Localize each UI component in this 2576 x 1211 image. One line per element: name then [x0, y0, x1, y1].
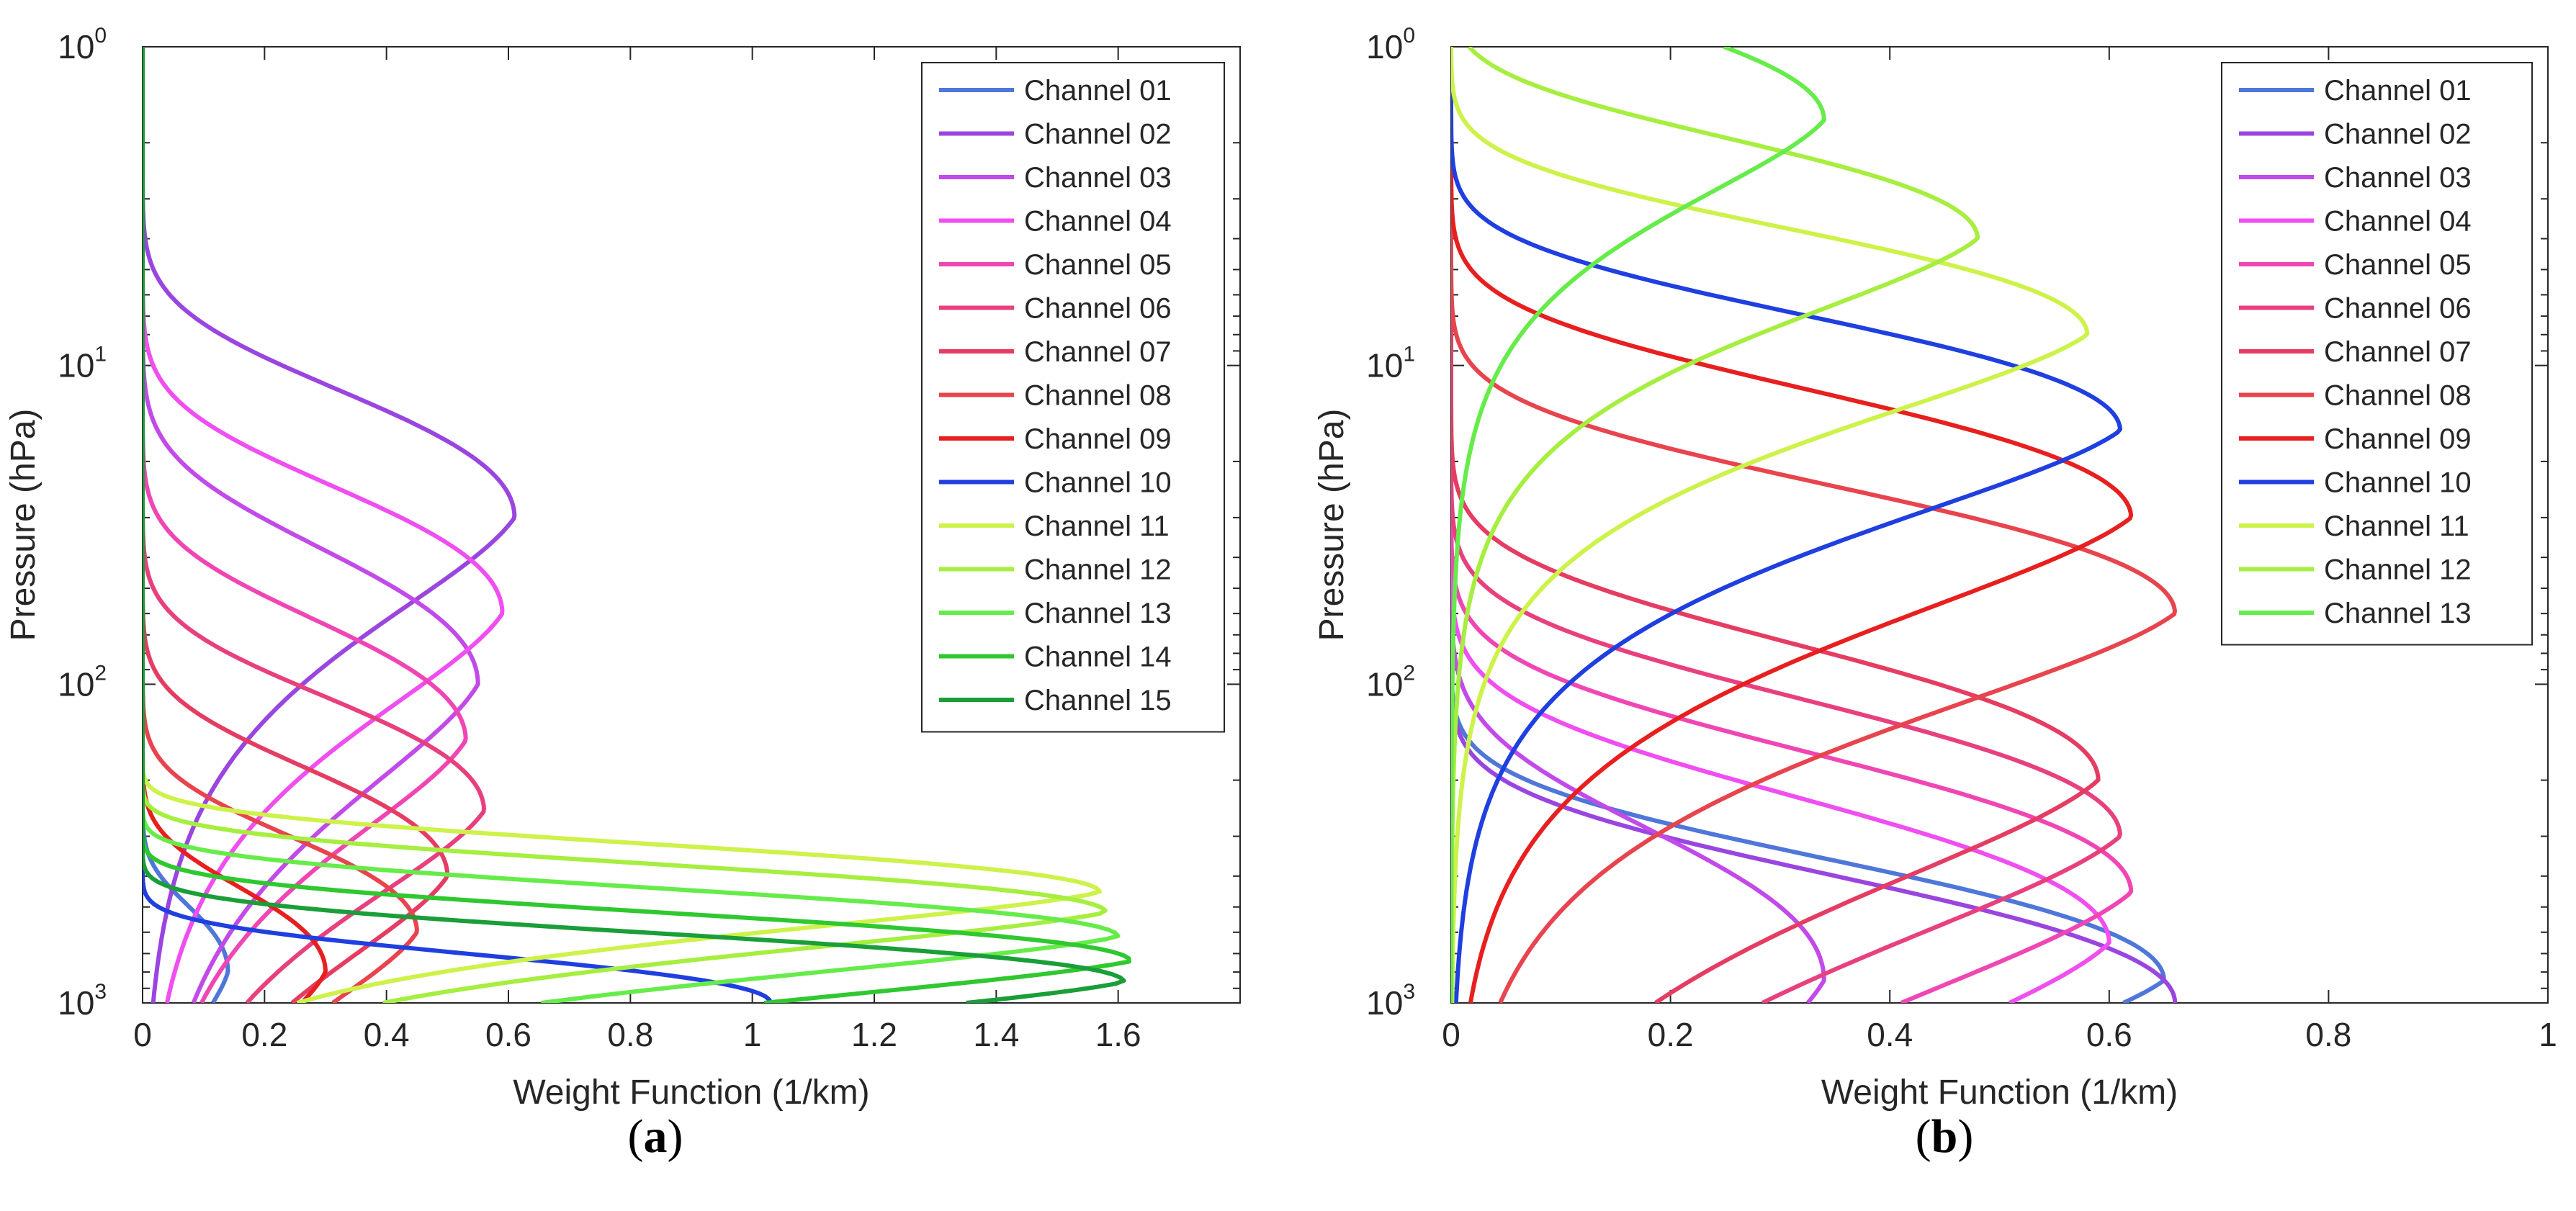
y-tick-exponent: 0	[1403, 24, 1415, 48]
legend-entry-label: Channel 09	[1024, 423, 1172, 455]
series-line-channel-06	[1451, 47, 2122, 1003]
legend-entry-label: Channel 10	[2324, 467, 2472, 499]
series-line-channel-12	[143, 47, 1108, 1003]
x-tick-label: 0	[133, 1016, 152, 1053]
x-tick-label: 0.4	[1867, 1016, 1913, 1053]
legend: Channel 01 Channel 02 Channel 03 Channel 04…	[2221, 62, 2533, 646]
series-line-channel-13	[143, 47, 1121, 1003]
series-line-channel-03	[1451, 47, 1826, 1003]
y-tick-label: 100	[1366, 24, 1415, 66]
legend-entry-label: Channel 12	[2324, 554, 2472, 586]
y-tick-exponent: 2	[1403, 661, 1415, 685]
legend-entry-label: Channel 03	[2324, 162, 2472, 194]
legend-box	[2221, 62, 2533, 646]
x-tick-label: 1.6	[1095, 1016, 1141, 1053]
legend-entry-label: Channel 06	[2324, 293, 2472, 325]
x-tick-label: 1.4	[973, 1016, 1019, 1053]
chart-panel-a: 0 0.2 0.4 0.6 0.8 1 1.2 1.4 1.6100101102103Weigh…	[4, 24, 1241, 1112]
y-tick-exponent: 1	[94, 343, 107, 366]
legend-entry-label: Channel 08	[2324, 380, 2472, 412]
legend-entry-label: Channel 04	[2324, 206, 2472, 238]
y-tick-exponent: 3	[94, 980, 107, 1004]
x-tick-label: 0.4	[364, 1016, 410, 1053]
panel-label-letter: a	[644, 1110, 668, 1163]
legend-entry-label: Channel 01	[1024, 75, 1172, 107]
legend-entry-label: Channel 02	[2324, 119, 2472, 150]
y-tick-label: 101	[1366, 343, 1415, 384]
series-line-channel-08	[143, 47, 419, 1003]
legend-entry-label: Channel 02	[1024, 119, 1172, 150]
series-line-channel-04	[143, 47, 505, 1003]
x-tick-label: 1	[2539, 1016, 2557, 1053]
x-tick-label: 0.2	[241, 1016, 287, 1053]
legend-entry-label: Channel 08	[1024, 380, 1172, 412]
series-line-channel-07	[143, 47, 450, 1003]
x-tick-label: 0.6	[2086, 1016, 2132, 1053]
panel-label-close: )	[1957, 1110, 1973, 1163]
panel-label-open: (	[628, 1110, 644, 1163]
x-tick-label: 1	[743, 1016, 762, 1053]
series-group	[143, 47, 1131, 1003]
legend-entry-label: Channel 03	[1024, 162, 1172, 194]
y-tick-exponent: 0	[94, 24, 107, 48]
x-tick-label: 0.8	[2305, 1016, 2351, 1053]
legend-entry-label: Channel 05	[1024, 249, 1172, 281]
panel-label-close: )	[668, 1110, 683, 1163]
legend-entry-label: Channel 13	[1024, 598, 1172, 629]
y-tick-label: 102	[58, 661, 107, 703]
x-axis-label: Weight Function (1/km)	[1821, 1073, 2178, 1112]
legend-entry-label: Channel 11	[2324, 510, 2469, 542]
series-line-channel-07	[1451, 47, 2101, 1003]
y-tick-exponent: 2	[94, 661, 107, 685]
legend-entry-label: Channel 05	[2324, 249, 2472, 281]
legend-entry-label: Channel 12	[1024, 554, 1172, 586]
x-tick-label: 0.6	[485, 1016, 531, 1053]
legend-entry-label: Channel 09	[2324, 423, 2472, 455]
legend-entry-label: Channel 01	[2324, 75, 2472, 107]
series-line-channel-13	[1451, 47, 1826, 1003]
series-line-channel-02	[1451, 47, 2178, 1003]
legend-entry-label: Channel 07	[1024, 336, 1172, 368]
legend: Channel 01 Channel 02 Channel 03 Channel 04…	[921, 62, 1225, 733]
panel-label-a: (a)	[628, 1110, 683, 1163]
x-tick-label: 0.2	[1648, 1016, 1694, 1053]
legend-entry-label: Channel 06	[1024, 293, 1172, 325]
legend-entry-label: Channel 13	[2324, 598, 2472, 629]
panel-label-b: (b)	[1916, 1110, 1974, 1163]
y-axis-label: Pressure (hPa)	[4, 409, 42, 641]
x-tick-label: 1.2	[851, 1016, 897, 1053]
legend-entry-label: Channel 07	[2324, 336, 2472, 368]
y-axis-label: Pressure (hPa)	[1313, 409, 1351, 641]
panel-label-letter: b	[1931, 1110, 1958, 1163]
legend-entry-label: Channel 10	[1024, 467, 1172, 499]
series-group	[1451, 47, 2178, 1003]
y-tick-exponent: 1	[1403, 343, 1415, 366]
x-tick-label: 0	[1442, 1016, 1460, 1053]
series-line-channel-04	[1451, 47, 2111, 1003]
y-tick-label: 103	[1366, 980, 1415, 1022]
panel-label-open: (	[1916, 1110, 1931, 1163]
series-line-channel-11	[143, 47, 1102, 1003]
series-line-channel-10	[1451, 47, 2122, 1003]
y-tick-exponent: 3	[1403, 980, 1415, 1004]
y-tick-label: 102	[1366, 661, 1415, 703]
series-line-channel-01	[1451, 47, 2166, 1003]
y-tick-label: 103	[58, 980, 107, 1022]
x-tick-label: 0.8	[607, 1016, 653, 1053]
series-line-channel-08	[1451, 47, 2177, 1003]
y-tick-label: 100	[58, 24, 107, 66]
series-line-channel-09	[1451, 47, 2134, 1003]
legend-entry-label: Channel 14	[1024, 641, 1172, 673]
legend-entry-label: Channel 15	[1024, 685, 1172, 716]
legend-box	[921, 62, 1225, 733]
y-tick-label: 101	[58, 343, 107, 384]
x-axis-label: Weight Function (1/km)	[513, 1073, 869, 1112]
legend-entry-label: Channel 11	[1024, 510, 1170, 542]
legend-entry-label: Channel 04	[1024, 206, 1172, 238]
series-line-channel-05	[1451, 47, 2134, 1003]
